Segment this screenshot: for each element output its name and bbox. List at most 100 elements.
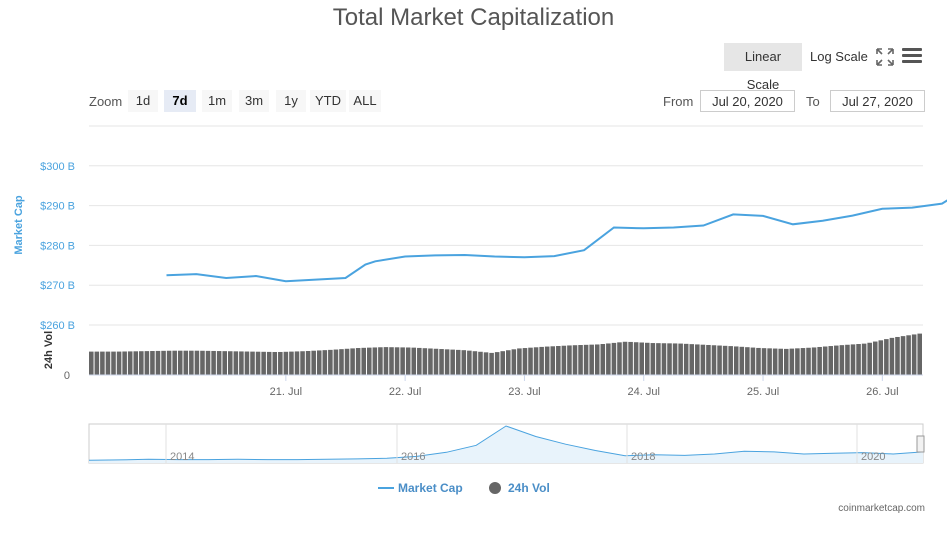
volume-bar xyxy=(339,349,344,375)
volume-bar xyxy=(772,348,778,375)
volume-bar xyxy=(606,343,611,375)
volume-bar xyxy=(461,350,467,375)
volume-bar xyxy=(228,351,233,375)
volume-bar xyxy=(722,345,728,375)
volume-bar xyxy=(428,348,433,375)
volume-bar xyxy=(122,351,127,375)
volume-bar xyxy=(116,351,122,375)
zoom-button-ytd[interactable]: YTD xyxy=(310,90,346,112)
to-date-input[interactable]: Jul 27, 2020 xyxy=(830,90,925,112)
volume-bar xyxy=(878,340,884,375)
menu-icon[interactable] xyxy=(902,48,922,64)
volume-bar xyxy=(678,343,683,375)
volume-bar xyxy=(372,347,378,375)
volume-bar xyxy=(778,348,783,375)
linear-scale-button[interactable]: Linear Scale xyxy=(724,43,802,92)
volume-axis-zero: 0 xyxy=(64,370,70,382)
volume-bar xyxy=(683,343,689,375)
volume-bar xyxy=(439,349,444,375)
volume-bar xyxy=(367,347,372,375)
volume-bar xyxy=(205,350,211,375)
volume-bar xyxy=(867,342,872,375)
navigator-handle[interactable] xyxy=(916,435,925,453)
volume-bar xyxy=(322,350,328,375)
volume-bar xyxy=(506,350,511,375)
volume-bars xyxy=(89,333,923,376)
zoom-button-1d[interactable]: 1d xyxy=(128,90,158,112)
volume-bar xyxy=(556,346,561,375)
log-scale-button[interactable]: Log Scale xyxy=(810,49,868,64)
y-axis-ticks: $260 B $270 B $280 B $290 B $300 B xyxy=(40,161,75,332)
zoom-button-1y[interactable]: 1y xyxy=(276,90,306,112)
volume-bar xyxy=(583,344,589,375)
volume-bar xyxy=(611,342,617,375)
legend-volume[interactable]: 24h Vol xyxy=(508,481,550,495)
volume-bar xyxy=(633,342,639,375)
volume-bar xyxy=(784,348,789,375)
to-label: To xyxy=(806,94,820,109)
zoom-button-7d[interactable]: 7d xyxy=(164,90,196,112)
volume-bar xyxy=(155,350,161,375)
volume-bar xyxy=(478,351,483,375)
volume-bar xyxy=(895,336,900,375)
volume-bar xyxy=(517,348,522,375)
volume-bar xyxy=(394,347,400,375)
x-axis-ticks: 21. Jul 22. Jul 23. Jul 24. Jul 25. Jul 26. J… xyxy=(270,375,899,398)
volume-bar xyxy=(105,351,111,375)
volume-bar xyxy=(250,351,255,375)
volume-bar xyxy=(239,351,244,375)
x-tick-label: 23. Jul xyxy=(508,386,540,398)
volume-bar xyxy=(667,343,672,375)
volume-bar xyxy=(194,350,200,375)
volume-bar xyxy=(567,345,572,375)
volume-bar xyxy=(127,351,133,375)
volume-bar xyxy=(739,346,745,375)
volume-bar xyxy=(183,350,189,375)
volume-bar xyxy=(417,347,422,375)
zoom-button-1m[interactable]: 1m xyxy=(202,90,232,112)
volume-bar xyxy=(255,351,261,375)
volume-bar xyxy=(594,344,600,375)
volume-bar xyxy=(433,348,439,375)
volume-bar xyxy=(144,351,150,375)
from-date-input[interactable]: Jul 20, 2020 xyxy=(700,90,795,112)
volume-bar xyxy=(511,349,517,375)
volume-bar xyxy=(94,351,100,375)
volume-bar xyxy=(900,336,906,375)
volume-bar xyxy=(706,344,711,375)
x-tick-label: 26. Jul xyxy=(866,386,898,398)
volume-bar xyxy=(166,350,172,375)
volume-bar xyxy=(111,351,116,375)
zoom-button-3m[interactable]: 3m xyxy=(239,90,269,112)
zoom-button-all[interactable]: ALL xyxy=(349,90,381,112)
volume-bar xyxy=(422,348,428,375)
x-tick-label: 22. Jul xyxy=(389,386,421,398)
volume-bar xyxy=(89,351,94,375)
volume-bar xyxy=(150,351,155,375)
volume-bar xyxy=(544,346,550,375)
volume-bar xyxy=(172,350,177,375)
volume-bar xyxy=(850,344,856,375)
volume-bar xyxy=(834,345,839,375)
volume-bar xyxy=(761,348,767,375)
volume-bar xyxy=(806,347,811,375)
volume-bar xyxy=(483,352,489,375)
credit-link[interactable]: coinmarketcap.com xyxy=(838,503,925,514)
legend-market-cap[interactable]: Market Cap xyxy=(398,481,463,495)
volume-bar xyxy=(861,343,867,375)
volume-bar xyxy=(450,349,455,375)
volume-bar xyxy=(733,346,739,375)
volume-bar xyxy=(539,346,544,375)
volume-bar xyxy=(216,351,222,375)
volume-bar xyxy=(717,345,722,375)
volume-axis-label: 24h Vol xyxy=(43,331,55,369)
volume-bar xyxy=(133,351,139,375)
volume-bar xyxy=(316,350,322,375)
volume-bar xyxy=(745,347,750,375)
volume-bar xyxy=(405,347,411,375)
fullscreen-icon[interactable] xyxy=(876,48,894,66)
volume-bar xyxy=(756,347,761,375)
volume-bar xyxy=(278,351,283,375)
volume-bar xyxy=(656,343,661,375)
